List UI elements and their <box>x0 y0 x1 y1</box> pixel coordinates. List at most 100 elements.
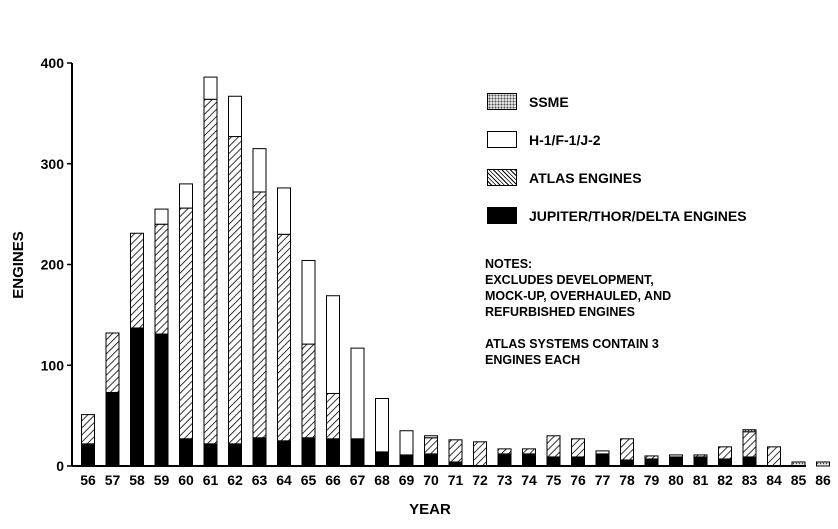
bar-segment-solid-70 <box>424 453 438 467</box>
x-tick-label: 56 <box>80 472 96 488</box>
bar-segment-hatch-60 <box>179 207 193 440</box>
x-axis-title: YEAR <box>409 501 451 518</box>
bar-segment-hatch-73 <box>497 448 512 455</box>
bar-segment-hatch-84 <box>767 446 781 467</box>
bar-segment-hatch-72 <box>473 441 487 467</box>
bar-segment-open-64 <box>277 187 291 235</box>
y-tick-label: 400 <box>41 55 65 71</box>
notes-block: NOTES: EXCLUDES DEVELOPMENT, MOCK-UP, OV… <box>485 256 825 368</box>
bar-segment-hatch-74 <box>522 448 536 455</box>
bar-segment-open-68 <box>375 397 389 453</box>
x-tick-label: 84 <box>766 472 782 488</box>
x-tick-label: 82 <box>717 472 733 488</box>
x-tick-label: 70 <box>423 472 439 488</box>
bar-segment-hatch-65 <box>301 343 316 439</box>
bar-segment-open-65 <box>301 259 316 345</box>
x-tick-label: 85 <box>791 472 807 488</box>
bar-segment-hatch-64 <box>277 233 291 442</box>
bar-segment-open-69 <box>399 430 414 456</box>
bar-segment-solid-65 <box>301 437 316 467</box>
bar-segment-hatch-61 <box>203 98 218 445</box>
x-tick-label: 73 <box>497 472 513 488</box>
bar-segment-solid-74 <box>522 453 536 467</box>
x-tick-label: 58 <box>129 472 145 488</box>
notes-line: ATLAS SYSTEMS CONTAIN 3 <box>485 337 659 351</box>
y-tick-label: 300 <box>41 156 65 172</box>
notes-line: MOCK-UP, OVERHAULED, AND <box>485 289 672 303</box>
legend-swatch-ssme <box>487 93 517 110</box>
x-tick-label: 76 <box>570 472 586 488</box>
x-tick-label: 62 <box>227 472 243 488</box>
bar-segment-hatch-57 <box>105 332 120 393</box>
notes-line: REFURBISHED ENGINES <box>485 305 636 319</box>
bar-segment-solid-57 <box>105 391 120 467</box>
bar-segment-hatch-62 <box>228 136 242 445</box>
bar-segment-open-59 <box>154 208 169 225</box>
bar-segment-solid-62 <box>228 443 242 467</box>
bar-segment-hatch-71 <box>448 439 463 463</box>
bar-segment-hatch-83 <box>742 431 757 458</box>
bar-segment-hatch-75 <box>546 435 561 458</box>
y-ticks: 0 100 200 300 400 <box>41 55 72 474</box>
x-tick-label: 64 <box>276 472 292 488</box>
x-tick-label: 57 <box>105 472 121 488</box>
x-tick-label: 77 <box>595 472 611 488</box>
bar-segment-open-60 <box>179 183 193 209</box>
x-tick-label: 63 <box>252 472 268 488</box>
x-tick-label: 80 <box>668 472 684 488</box>
bar-segment-hatch-76 <box>571 438 585 458</box>
bar-segment-open-80 <box>669 454 683 458</box>
y-tick-label: 0 <box>56 458 64 474</box>
bar-segment-solid-75 <box>546 456 561 467</box>
x-tick-label: 83 <box>742 472 758 488</box>
notes-line: ENGINES EACH <box>485 353 581 367</box>
legend-item-h1: H-1/F-1/J-2 <box>487 126 827 153</box>
bar-segment-solid-58 <box>130 327 144 467</box>
x-tick-label: 66 <box>325 472 341 488</box>
bar-segment-open-70 <box>424 435 438 439</box>
bar-segment-solid-82 <box>718 458 732 467</box>
bar-segment-hatch-70 <box>424 437 438 455</box>
bar-segment-solid-67 <box>350 438 365 467</box>
bar-segment-hatch-56 <box>81 414 95 445</box>
bar-segment-hatch-66 <box>326 392 340 440</box>
legend-label-h1: H-1/F-1/J-2 <box>529 131 601 148</box>
bar-segment-hatch-59 <box>154 223 169 335</box>
x-ticks: 56 57 58 59 60 61 62 63 64 65 66 67 68 69 70 71 72 73 74 75… <box>80 472 831 488</box>
bar-segment-hatch-81 <box>693 454 708 458</box>
bar-segment-open-62 <box>228 95 242 138</box>
x-tick-label: 86 <box>815 472 831 488</box>
x-tick-label: 60 <box>178 472 194 488</box>
bar-segment-open-67 <box>350 347 365 440</box>
bar-segment-open-61 <box>203 76 218 100</box>
x-tick-label: 67 <box>350 472 366 488</box>
x-tick-label: 79 <box>644 472 660 488</box>
bar-segment-solid-66 <box>326 438 340 467</box>
legend-item-atlas: ATLAS ENGINES <box>487 164 827 191</box>
bar-segment-solid-56 <box>81 443 95 467</box>
bar-segment-solid-59 <box>154 333 169 467</box>
legend-label-atlas: ATLAS ENGINES <box>529 169 642 186</box>
bar-segment-open-66 <box>326 295 340 394</box>
legend-swatch-jupiter <box>487 207 517 224</box>
x-tick-label: 68 <box>374 472 390 488</box>
x-tick-label: 69 <box>399 472 415 488</box>
y-tick-label: 200 <box>41 257 65 273</box>
bar-segment-hatch-78 <box>620 438 634 461</box>
bar-segment-open-63 <box>252 148 267 193</box>
notes-line: EXCLUDES DEVELOPMENT, <box>485 273 654 287</box>
legend: SSME H-1/F-1/J-2 ATLAS ENGINES JUPITER/T… <box>487 88 827 240</box>
bar-segment-solid-68 <box>375 451 389 467</box>
x-tick-label: 71 <box>448 472 464 488</box>
bar-segment-dotted-83 <box>742 429 757 433</box>
legend-label-ssme: SSME <box>529 93 569 110</box>
x-tick-label: 74 <box>521 472 537 488</box>
bar-segment-solid-83 <box>742 456 757 467</box>
notes-spacer <box>485 320 825 336</box>
x-tick-label: 65 <box>301 472 317 488</box>
bar-segment-solid-76 <box>571 456 585 467</box>
y-tick-label: 100 <box>41 357 65 373</box>
legend-label-jupiter: JUPITER/THOR/DELTA ENGINES <box>529 207 747 224</box>
bar-segment-hatch-79 <box>644 455 659 460</box>
